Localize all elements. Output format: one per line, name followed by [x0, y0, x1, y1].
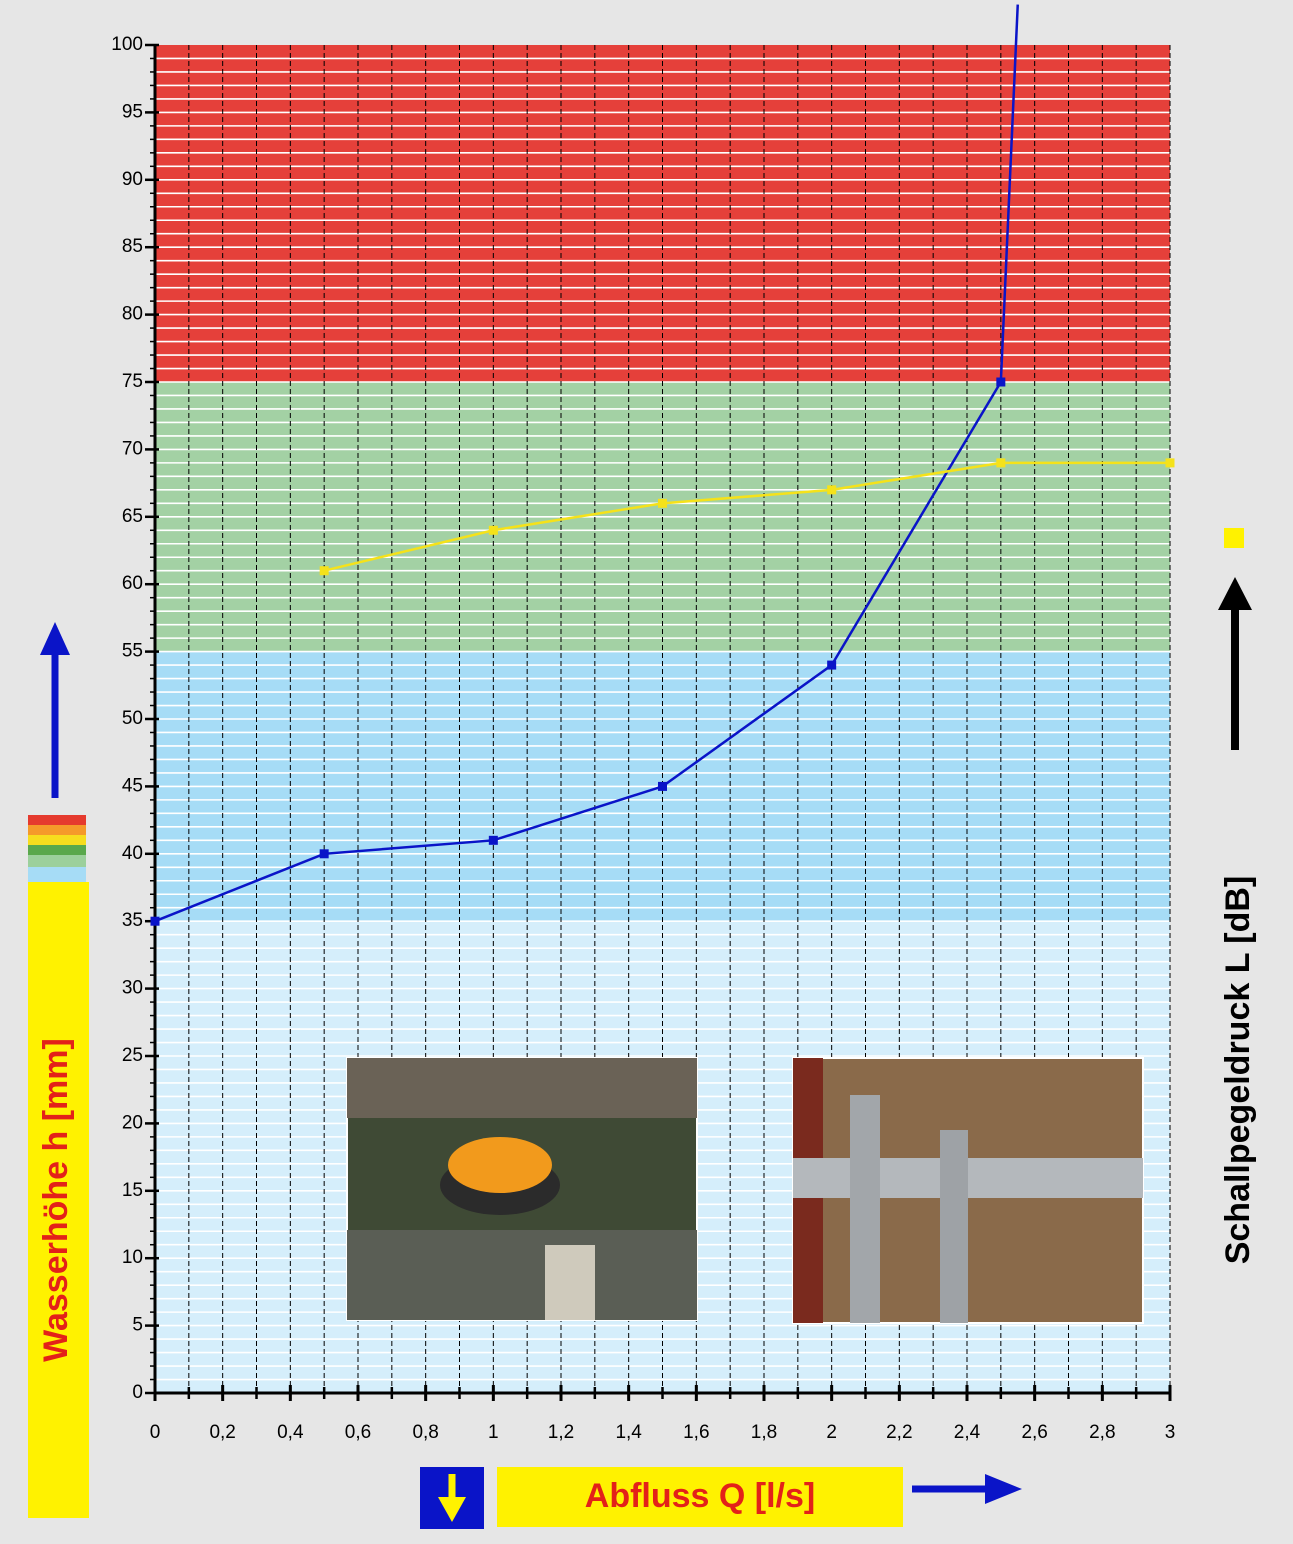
y-tick-label: 75: [122, 371, 143, 392]
series-marker: [658, 498, 667, 508]
y-tick-label: 5: [132, 1315, 143, 1336]
series-marker: [488, 525, 498, 535]
y-tick-label: 55: [122, 641, 143, 662]
series-marker: [1165, 458, 1175, 468]
series-marker: [488, 835, 498, 845]
y2-axis-label: Schallpegeldruck L [dB]: [1219, 876, 1257, 1265]
right-arrow-blue: [912, 1474, 1022, 1504]
x-tick-label: 1,4: [615, 1422, 642, 1443]
y-tick-label: 95: [122, 101, 143, 122]
color-legend: [28, 815, 86, 882]
y-tick-label: 70: [122, 438, 143, 459]
y-tick-label: 45: [122, 775, 143, 796]
x-tick-label: 1,6: [683, 1422, 709, 1443]
y-label-box: [28, 882, 89, 1518]
y-tick-label: 80: [122, 304, 143, 325]
y-tick-label: 50: [122, 708, 143, 729]
y-axis-label: Wasserhöhe h [mm]: [37, 1038, 75, 1362]
x-tick-label: 0,2: [209, 1422, 235, 1443]
y-tick-label: 65: [122, 506, 143, 527]
series-marker: [319, 849, 329, 859]
y-tick-label: 25: [122, 1045, 143, 1066]
x-tick-label: 1,2: [548, 1422, 574, 1443]
series-line: [323, 461, 1170, 572]
series-marker: [658, 781, 667, 791]
series-marker: [996, 458, 1006, 468]
y-tick-label: 10: [122, 1247, 143, 1268]
y-tick-label: 20: [122, 1112, 143, 1133]
y-tick-label: 15: [122, 1180, 143, 1201]
y-tick-label: 100: [111, 34, 143, 55]
y-tick-label: 40: [122, 843, 143, 864]
x-tick-label: 2,2: [886, 1422, 912, 1443]
photo-pipes: [792, 1057, 1144, 1324]
up-arrow-blue: [40, 622, 70, 798]
x-tick-label: 1: [488, 1422, 499, 1443]
x-tick-label: 1,8: [751, 1422, 777, 1443]
series-marker: [827, 485, 837, 495]
x-label-box: [497, 1467, 903, 1527]
series-marker: [150, 916, 160, 926]
up-arrow-black: [1218, 577, 1252, 750]
y-tick-label: 0: [132, 1382, 143, 1403]
down-arrow-box: [420, 1467, 484, 1529]
y2-legend-marker: [1224, 528, 1244, 548]
x-tick-label: 2,4: [954, 1422, 981, 1443]
x-tick-label: 0,6: [345, 1422, 371, 1443]
series-marker: [827, 660, 837, 670]
y-tick-label: 30: [122, 978, 143, 999]
series-marker: [319, 566, 329, 576]
x-axis-label: Abfluss Q [l/s]: [585, 1477, 815, 1515]
x-tick-label: 3: [1165, 1422, 1176, 1443]
x-tick-label: 2,8: [1089, 1422, 1115, 1443]
series-marker: [996, 377, 1006, 387]
photo-drain: [346, 1057, 698, 1321]
x-tick-label: 2: [826, 1422, 837, 1443]
y-tick-label: 85: [122, 236, 143, 257]
y-tick-label: 90: [122, 169, 143, 190]
y-tick-label: 35: [122, 910, 143, 931]
x-tick-label: 0,4: [277, 1422, 304, 1443]
x-tick-label: 2,6: [1021, 1422, 1047, 1443]
x-tick-label: 0: [150, 1422, 161, 1443]
x-tick-label: 0,8: [412, 1422, 438, 1443]
y-tick-label: 60: [122, 573, 143, 594]
